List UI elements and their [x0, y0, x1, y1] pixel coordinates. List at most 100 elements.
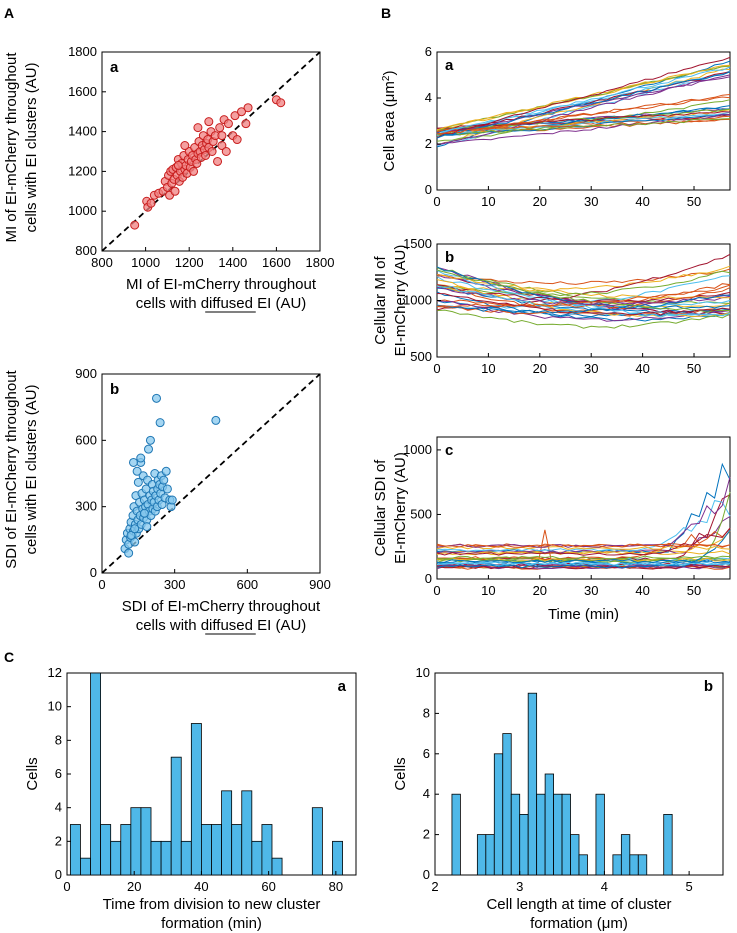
plot-frame-Ab [101, 373, 321, 574]
x-tick-label-Ab: 600 [236, 577, 258, 592]
data-point-66 [128, 457, 138, 467]
histogram-bar-12 [553, 793, 563, 876]
data-point-53 [155, 418, 165, 428]
histogram-bar-5 [120, 824, 132, 876]
series-line-11 [436, 309, 731, 329]
x-tick-label-Ba: 40 [635, 194, 649, 209]
data-point-58 [159, 475, 169, 485]
series-line-17 [436, 76, 731, 134]
panel-label-A: A [4, 5, 14, 21]
x-tick-label-Ca: 60 [261, 879, 275, 894]
histogram-bar-9 [160, 840, 172, 876]
histogram-bar-8 [519, 814, 529, 876]
series-line-18 [436, 108, 731, 131]
y-tick-label-Ab: 0 [90, 565, 97, 580]
histogram-bar-16 [231, 824, 243, 876]
x-tick-label-Ca: 20 [127, 879, 141, 894]
histogram-bar-4 [110, 840, 122, 876]
histogram-bar-22 [637, 854, 648, 876]
series-line-20 [436, 565, 731, 570]
data-point-62 [243, 103, 253, 113]
histogram-bar-8 [150, 840, 162, 876]
x-tick-label-Cb: 3 [516, 879, 523, 894]
chart-time-histogram: 0 20 40 60 80 0 2 4 6 8 10 12 a Cells Time from divisi… [24, 665, 357, 932]
x-tick-label-Ca: 80 [329, 879, 343, 894]
histogram-bar-7 [510, 793, 521, 876]
plot-frame-Bc [436, 436, 731, 580]
histogram-bar-26 [332, 840, 343, 876]
histogram-bar-6 [130, 807, 142, 876]
x-tick-label-Bb: 30 [584, 361, 598, 376]
chart-mi-scatter: 800 1000 1200 1400 1600 1800 800 1000 1200 1400 16… [3, 44, 335, 313]
data-point-35 [192, 158, 202, 168]
y-tick-label-Bb: 1000 [403, 293, 432, 308]
y-tick-label-Ca: 6 [55, 766, 62, 781]
x-axis-label-line1: SDI of EI-mCherry throughout [122, 598, 321, 615]
y-tick-label-Bb: 500 [410, 349, 432, 364]
y-axis-label-line1: Cellular MI of [372, 255, 389, 344]
x-axis-label-line2: formation (min) [161, 915, 262, 932]
data-point-48 [207, 147, 217, 156]
histogram-bar-1 [80, 857, 91, 876]
series-line-29 [436, 96, 731, 135]
y-tick-label-Cb: 4 [423, 786, 430, 801]
plot-frame-Aa [101, 51, 321, 252]
y-tick-label-Ca: 10 [48, 699, 62, 714]
x-tick-label-Cb: 2 [431, 879, 438, 894]
y-tick-label-Ab: 600 [75, 432, 97, 447]
data-point-68 [136, 453, 146, 463]
series-line-27 [436, 56, 731, 139]
x-tick-label-Bc: 0 [433, 583, 440, 598]
series-line-26 [436, 561, 731, 566]
plot-frame-Ba [436, 51, 731, 191]
data-point-34 [144, 444, 154, 454]
y-axis-label-line1: MI of EI-mCherry throughout [3, 52, 20, 243]
y-tick-label-Ab: 300 [75, 499, 97, 514]
histogram-bar-24 [311, 807, 323, 876]
data-point-47 [152, 393, 161, 403]
subpanel-label-Ab: b [110, 381, 119, 398]
histogram-bar-17 [241, 790, 253, 876]
x-tick-label-Aa: 1800 [306, 255, 335, 270]
y-tick-label-Ca: 12 [48, 665, 62, 680]
x-tick-label-Aa: 1000 [131, 255, 160, 270]
x-axis-label-line2: cells with diffused EI (AU) [136, 617, 307, 634]
y-tick-label-Aa: 800 [75, 243, 97, 258]
y-tick-label-Aa: 1800 [68, 44, 97, 59]
y-tick-label-Cb: 8 [423, 705, 430, 720]
x-tick-label-Ba: 30 [584, 194, 598, 209]
data-point-61 [162, 484, 172, 494]
x-tick-label-Ba: 0 [433, 194, 440, 209]
data-point-3 [146, 198, 156, 208]
histogram-bar-4 [485, 834, 495, 876]
y-tick-label-Aa: 1600 [68, 84, 97, 99]
series-line-22 [436, 287, 731, 315]
y-axis-label: Cells [24, 757, 41, 790]
histogram-bar-12 [190, 723, 202, 876]
histogram-bar-18 [251, 840, 263, 876]
series-line-24 [436, 113, 731, 146]
series-line-5 [436, 71, 731, 147]
series-line-7 [436, 291, 731, 322]
data-point-70 [142, 522, 152, 532]
histogram-bar-19 [612, 854, 622, 876]
series-line-14 [436, 105, 731, 136]
x-tick-label-Cb: 4 [601, 879, 608, 894]
data-point-32 [189, 166, 199, 176]
subpanel-label-Aa: a [110, 59, 119, 76]
data-point-73 [130, 524, 140, 534]
y-axis-label-line1: Cellular SDI of [372, 459, 389, 557]
y-tick-label-Cb: 6 [423, 746, 430, 761]
subpanel-label-Ba: a [445, 57, 454, 74]
histogram-bar-14 [211, 824, 222, 876]
y-tick-label-Ca: 8 [55, 732, 62, 747]
histogram-bar-9 [527, 692, 538, 876]
series-line-23 [436, 545, 731, 550]
y-tick-label-Ca: 2 [55, 833, 62, 848]
histogram-bar-3 [100, 824, 112, 876]
x-axis-label-line1: Cell length at time of cluster [486, 896, 671, 913]
y-tick-label-Aa: 1000 [68, 203, 97, 218]
histogram-bar-20 [271, 857, 283, 876]
histogram-bar-7 [140, 807, 152, 876]
